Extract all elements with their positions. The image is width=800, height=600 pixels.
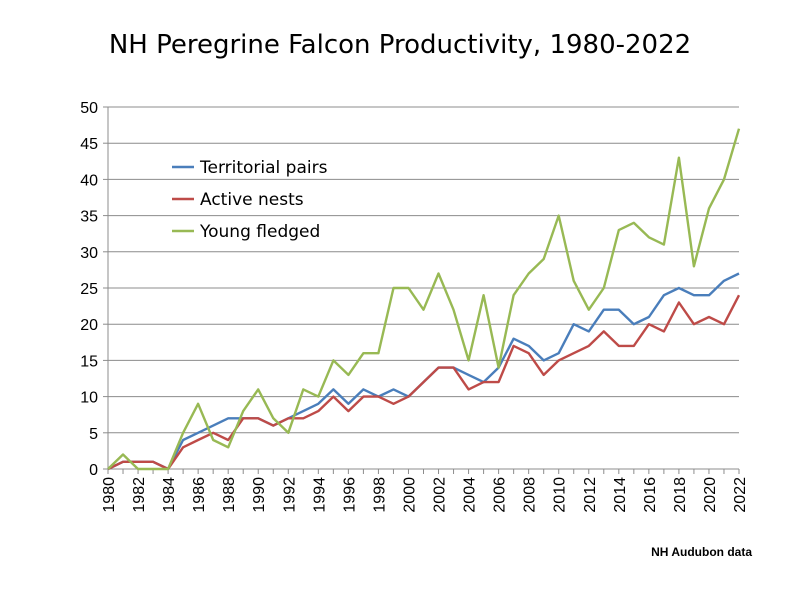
y-tick-label: 35 xyxy=(80,209,98,226)
x-tick-label: 2010 xyxy=(552,477,569,513)
x-tick-label: 1998 xyxy=(371,477,388,513)
y-tick-label: 45 xyxy=(80,136,98,153)
x-tick-label: 2016 xyxy=(642,477,659,513)
y-tick-label: 20 xyxy=(80,317,98,334)
y-tick-label: 25 xyxy=(80,281,98,298)
x-tick-label: 2022 xyxy=(732,477,749,513)
x-tick-label: 2004 xyxy=(462,477,479,513)
series-line xyxy=(107,294,741,471)
y-tick-labels: 0 5 10 15 20 25 30 35 40 45 50 xyxy=(80,100,98,479)
x-tick-label: 1992 xyxy=(281,477,298,513)
x-tick-label: 1986 xyxy=(191,477,208,513)
y-tick-label: 50 xyxy=(80,100,98,117)
axes xyxy=(103,106,740,474)
x-tick-label: 2014 xyxy=(612,477,629,513)
series-lines xyxy=(107,128,741,471)
x-tick-label: 1996 xyxy=(341,477,358,513)
x-tick-label: 1990 xyxy=(251,477,268,513)
legend: Territorial pairs Active nests Young fledg… xyxy=(172,158,328,242)
source-note: NH Audubon data xyxy=(651,545,752,559)
y-tick-label: 30 xyxy=(80,245,98,262)
x-tick-label: 1982 xyxy=(131,477,148,513)
y-tick-label: 15 xyxy=(80,353,98,370)
legend-label: Active nests xyxy=(200,190,304,210)
x-tick-label: 2018 xyxy=(672,477,689,513)
series-line xyxy=(107,128,741,471)
y-tick-label: 0 xyxy=(89,462,98,479)
y-tick-label: 5 xyxy=(89,426,98,443)
x-tick-label: 2008 xyxy=(522,477,539,513)
chart-title: NH Peregrine Falcon Productivity, 1980-2… xyxy=(108,30,692,60)
x-tick-label: 2012 xyxy=(582,477,599,513)
series-line xyxy=(107,272,740,471)
x-tick-labels: 1980 1982 1984 1986 1988 1990 1992 1994 1996 1998… xyxy=(101,477,749,513)
y-tick-label: 10 xyxy=(80,390,98,407)
x-tick-label: 1980 xyxy=(101,477,118,513)
x-tick-label: 2020 xyxy=(702,477,719,513)
y-tick-label: 40 xyxy=(80,172,98,189)
legend-label: Young fledged xyxy=(199,222,320,242)
x-tick-label: 2006 xyxy=(492,477,509,513)
x-tick-label: 2002 xyxy=(432,477,449,513)
legend-label: Territorial pairs xyxy=(199,158,328,178)
x-tick-label: 2000 xyxy=(401,477,418,513)
x-tick-label: 1988 xyxy=(221,477,238,513)
x-tick-label: 1994 xyxy=(311,477,328,513)
x-tick-label: 1984 xyxy=(161,477,178,513)
gridlines xyxy=(108,106,739,434)
